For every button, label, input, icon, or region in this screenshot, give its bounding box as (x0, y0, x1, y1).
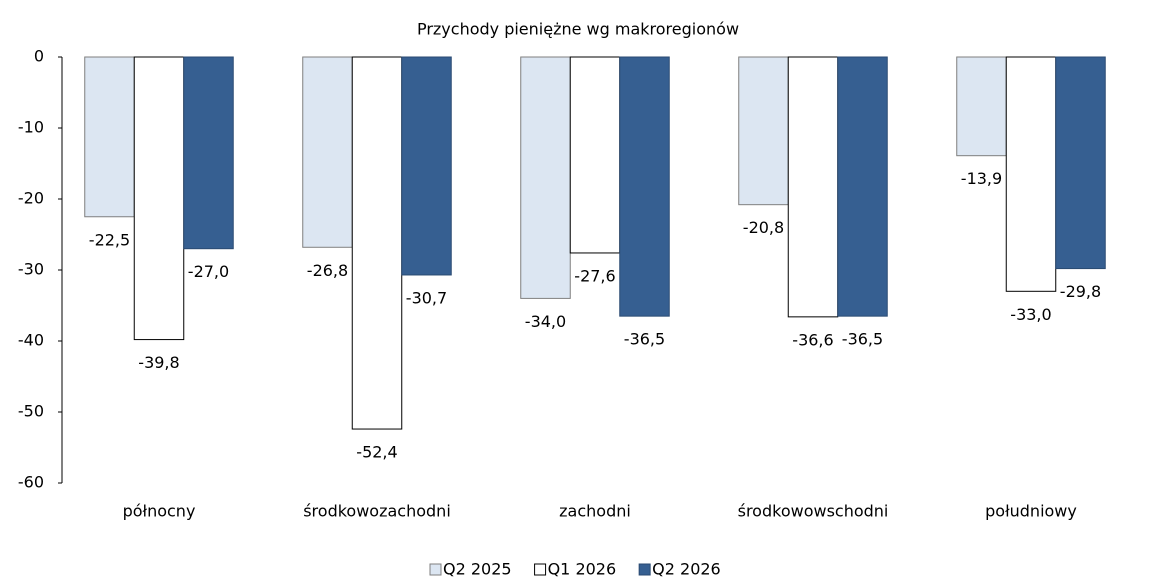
y-tick-label: -10 (18, 118, 44, 137)
bar (351, 56, 403, 430)
value-label: -22,5 (89, 230, 130, 249)
legend-swatch (534, 563, 547, 576)
bar (520, 56, 571, 299)
legend-label: Q1 2026 (548, 560, 617, 579)
bar (1055, 56, 1106, 270)
value-label: -27,6 (574, 266, 615, 285)
bar (738, 56, 789, 206)
bar (401, 56, 452, 276)
x-tick-label: północny (123, 502, 196, 521)
y-tick-label: -40 (18, 331, 44, 350)
bar (133, 56, 185, 341)
bar (302, 56, 353, 248)
x-tick-label: środkowozachodni (303, 502, 451, 521)
x-tick-label: południowy (985, 502, 1077, 521)
y-tick-label: -30 (18, 260, 44, 279)
value-label: -27,0 (188, 262, 229, 281)
bar (569, 56, 621, 254)
y-tick-label: 0 (34, 47, 44, 66)
legend-label: Q2 2026 (652, 560, 721, 579)
value-label: -36,6 (792, 330, 833, 349)
legend-swatch (638, 563, 651, 576)
value-label: -30,7 (406, 288, 447, 307)
value-label: -36,5 (624, 330, 665, 349)
legend-swatch (429, 563, 442, 576)
value-label: -52,4 (356, 443, 397, 462)
bar (1005, 56, 1057, 292)
legend-label: Q2 2025 (443, 560, 512, 579)
x-tick-label: zachodni (559, 502, 631, 521)
bar (183, 56, 234, 250)
value-label: -20,8 (743, 218, 784, 237)
chart-title: Przychody pieniężne wg makroregionów (417, 20, 739, 39)
value-label: -36,5 (842, 330, 883, 349)
value-label: -33,0 (1010, 305, 1051, 324)
y-tick-label: -20 (18, 189, 44, 208)
y-tick-label: -60 (18, 473, 44, 492)
y-tick-label: -50 (18, 402, 44, 421)
value-label: -26,8 (307, 261, 348, 280)
bar (619, 56, 670, 317)
value-label: -29,8 (1060, 282, 1101, 301)
bar (956, 56, 1007, 157)
value-label: -13,9 (961, 169, 1002, 188)
bar (787, 56, 839, 318)
value-label: -34,0 (525, 312, 566, 331)
bar (84, 56, 135, 218)
value-label: -39,8 (138, 353, 179, 372)
bar (837, 56, 888, 317)
x-tick-label: środkowowschodni (738, 502, 889, 521)
